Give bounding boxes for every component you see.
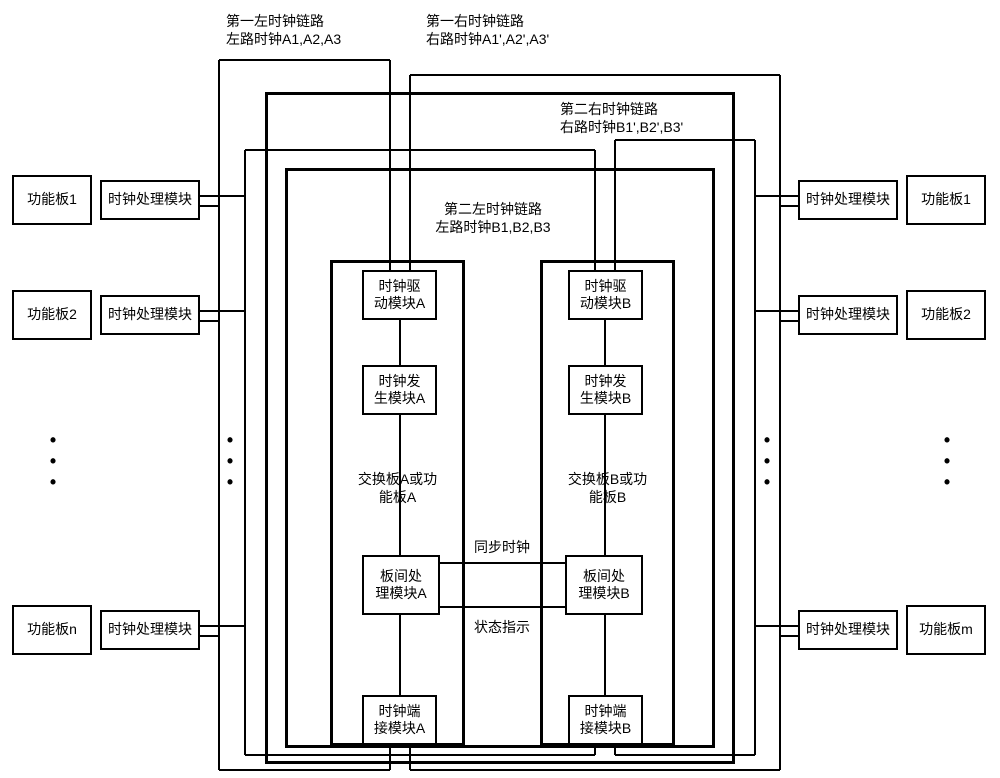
left-fb2: 功能板2 <box>12 290 92 340</box>
right-fb2: 功能板2 <box>906 290 986 340</box>
right-clkproc-m: 时钟处理模块 <box>798 610 898 650</box>
right-fbm: 功能板m <box>906 605 986 655</box>
label-first-left-link-1: 第一左时钟链路 <box>226 12 324 30</box>
left-dots-inner: ••• <box>225 430 235 493</box>
clk-term-a: 时钟端 接模块A <box>362 695 437 745</box>
board-b-title: 交换板B或功 能板B <box>540 470 675 506</box>
right-fb1: 功能板1 <box>906 175 986 225</box>
diagram-canvas: 第一左时钟链路 左路时钟A1,A2,A3 第一右时钟链路 右路时钟A1',A2'… <box>0 0 1000 778</box>
left-fb1: 功能板1 <box>12 175 92 225</box>
label-first-right-link-2: 右路时钟A1',A2',A3' <box>426 30 549 48</box>
clk-drv-a: 时钟驱 动模块A <box>362 270 437 320</box>
label-sync-clock: 同步时钟 <box>462 538 542 556</box>
right-clkproc-2: 时钟处理模块 <box>798 295 898 335</box>
left-fbn: 功能板n <box>12 605 92 655</box>
board-a-title: 交换板A或功 能板A <box>330 470 465 506</box>
right-dots-outer: ••• <box>942 430 952 493</box>
left-clkproc-n: 时钟处理模块 <box>100 610 200 650</box>
right-dots-inner: ••• <box>762 430 772 493</box>
clk-term-b: 时钟端 接模块B <box>568 695 643 745</box>
clk-drv-b: 时钟驱 动模块B <box>568 270 643 320</box>
left-dots-outer: ••• <box>48 430 58 493</box>
label-first-right-link-1: 第一右时钟链路 <box>426 12 524 30</box>
clk-gen-a: 时钟发 生模块A <box>362 365 437 415</box>
inter-a: 板间处 理模块A <box>362 555 440 615</box>
right-clkproc-1: 时钟处理模块 <box>798 180 898 220</box>
left-clkproc-1: 时钟处理模块 <box>100 180 200 220</box>
label-first-left-link-2: 左路时钟A1,A2,A3 <box>226 30 341 48</box>
inter-b: 板间处 理模块B <box>565 555 643 615</box>
left-clkproc-2: 时钟处理模块 <box>100 295 200 335</box>
label-status: 状态指示 <box>462 618 542 636</box>
clk-gen-b: 时钟发 生模块B <box>568 365 643 415</box>
